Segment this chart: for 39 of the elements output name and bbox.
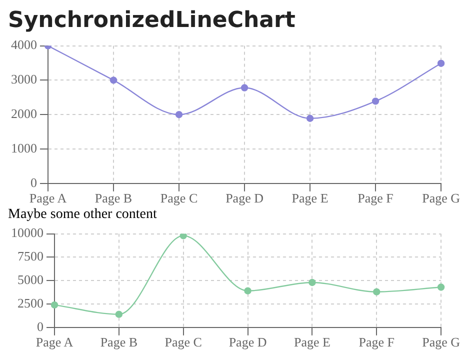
x-tick-label: Page A (29, 190, 68, 206)
point (372, 98, 380, 105)
point (50, 301, 58, 309)
x-tick-label: Page A (36, 334, 74, 350)
y-tick-label: 2000 (11, 106, 37, 122)
point (115, 310, 123, 318)
x-tick-label: Page E (294, 334, 330, 350)
x-tick-label: Page C (160, 190, 198, 206)
point (306, 114, 314, 122)
x-tick-label: Page E (292, 190, 328, 206)
y-tick-label: 0 (30, 174, 37, 190)
x-tick-label: Page G (422, 190, 460, 206)
y-tick-label: 5000 (18, 272, 44, 288)
x-tick-label: Page B (100, 334, 138, 350)
x-tick-label: Page F (358, 334, 394, 350)
x-tick-label: Page D (228, 334, 267, 350)
point (437, 284, 445, 291)
point (180, 234, 187, 240)
y-tick-label: 2500 (18, 295, 44, 310)
x-tick-label: Page C (164, 334, 202, 350)
x-tick-label: Page D (226, 190, 264, 206)
x-tick-label: Page F (358, 190, 394, 206)
point (240, 84, 248, 92)
y-tick-label: 0 (37, 318, 44, 334)
x-tick-label: Page B (94, 190, 132, 206)
point (373, 288, 380, 296)
point (437, 60, 445, 67)
y-tick-label: 7500 (18, 248, 44, 264)
point (110, 76, 118, 84)
x-tick-label: Page G (422, 334, 460, 350)
y-tick-label: 10000 (11, 225, 44, 240)
point (175, 111, 183, 118)
chart-title: Maybe some other content (8, 207, 158, 223)
y-tick-label: 4000 (11, 37, 37, 52)
point (308, 278, 316, 286)
y-tick-label: 3000 (11, 72, 37, 87)
point (244, 287, 252, 294)
chart-title: SynchronizedLineChart (8, 8, 296, 33)
y-tick-label: 1000 (11, 140, 37, 156)
